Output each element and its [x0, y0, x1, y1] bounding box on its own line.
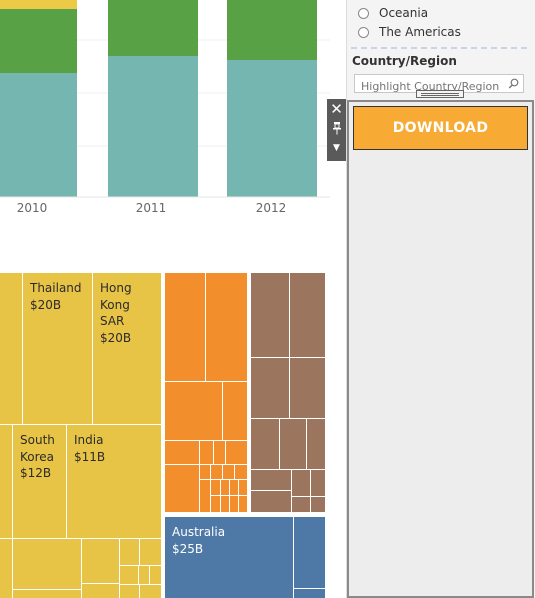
treemap-cell[interactable]: [139, 538, 162, 566]
search-input[interactable]: [355, 78, 511, 95]
x-tick-2012: 2012: [255, 201, 287, 215]
treemap-cell[interactable]: [291, 469, 311, 497]
x-tick-2011: 2011: [135, 201, 167, 215]
treemap-cell[interactable]: [238, 479, 248, 496]
label-name: Thailand: [30, 281, 82, 295]
label-value: $20B: [100, 330, 132, 345]
dashboard-viz: 2010 2011 2012 Thailand $20B Hong Kong S…: [0, 0, 330, 598]
treemap-cell[interactable]: [164, 440, 200, 465]
treemap-label-thailand: Thailand $20B: [30, 280, 82, 313]
treemap-cell[interactable]: [293, 516, 326, 589]
treemap-label-australia: Australia $25B: [172, 524, 225, 557]
bar-2010-yellow-segment[interactable]: [0, 0, 77, 9]
label-name: SAR: [100, 314, 125, 328]
highlight-search-box[interactable]: [354, 74, 524, 95]
label-name: Kong: [100, 297, 130, 312]
treemap-cell[interactable]: [250, 357, 290, 419]
treemap-cell[interactable]: [238, 495, 248, 513]
label-value: $25B: [172, 541, 204, 556]
radio-label: The Americas: [379, 25, 461, 39]
search-icon: [508, 78, 519, 89]
treemap-cell[interactable]: [310, 496, 326, 513]
treemap-cell[interactable]: [149, 565, 162, 585]
close-icon[interactable]: ✕: [330, 100, 343, 118]
label-value: $20B: [30, 297, 62, 312]
filter-panel: Oceania The Americas Country/Region DOWN…: [346, 0, 535, 598]
treemap-cell[interactable]: [205, 272, 248, 382]
treemap-cell[interactable]: [310, 469, 326, 497]
treemap-cell[interactable]: [199, 440, 214, 465]
radio-button[interactable]: [358, 26, 369, 38]
treemap-label-southkorea: South Korea $12B: [20, 432, 55, 482]
treemap-cell[interactable]: [225, 440, 248, 465]
region-option-americas[interactable]: The Americas: [358, 25, 461, 39]
treemap-cell[interactable]: [293, 588, 326, 598]
treemap-cell[interactable]: [81, 583, 120, 598]
label-value: $11B: [74, 449, 106, 464]
treemap-cell[interactable]: [279, 418, 307, 470]
treemap-cell[interactable]: [250, 418, 280, 470]
bar-2011-teal-segment[interactable]: [108, 56, 198, 197]
treemap-cell[interactable]: [234, 464, 248, 480]
treemap-cell-hongkong[interactable]: [92, 272, 162, 425]
treemap-cell[interactable]: [164, 464, 200, 513]
treemap-cell[interactable]: [12, 589, 82, 598]
bar-2011-green-segment[interactable]: [108, 0, 198, 56]
treemap-cell[interactable]: [289, 357, 326, 419]
treemap-cell[interactable]: [119, 584, 140, 598]
treemap-cell[interactable]: [81, 538, 120, 584]
label-name: Australia: [172, 525, 226, 539]
treemap-cell-thailand[interactable]: [22, 272, 93, 425]
treemap-cell[interactable]: [291, 496, 311, 513]
bar-2010-teal-segment[interactable]: [0, 73, 77, 197]
region-option-oceania[interactable]: Oceania: [358, 6, 428, 20]
treemap-cell[interactable]: [119, 565, 139, 585]
bar-2012-green-segment[interactable]: [227, 0, 317, 60]
radio-label: Oceania: [379, 6, 429, 20]
treemap-cell[interactable]: [0, 272, 23, 425]
pin-glyph: [332, 122, 341, 135]
label-value: $12B: [20, 466, 52, 480]
drag-handle[interactable]: [416, 90, 464, 98]
label-name: India: [74, 433, 104, 447]
bar-2010-green-segment[interactable]: [0, 9, 77, 73]
treemap-cell[interactable]: [119, 538, 140, 566]
treemap-cell[interactable]: [250, 490, 292, 513]
treemap-cell[interactable]: [164, 381, 223, 441]
download-container: DOWNLOAD: [347, 90, 534, 598]
treemap-cell[interactable]: [139, 584, 162, 598]
treemap-cell[interactable]: [250, 272, 290, 358]
label-name: Korea: [20, 449, 55, 464]
bar-2012-teal-segment[interactable]: [227, 60, 317, 197]
stacked-bar-chart: [0, 0, 330, 198]
treemap-label-india: India $11B: [74, 432, 105, 465]
pin-icon[interactable]: [327, 121, 346, 138]
treemap-cell[interactable]: [250, 469, 292, 491]
treemap-label-hongkong: Hong Kong SAR $20B: [100, 280, 132, 346]
treemap-cell[interactable]: [164, 272, 206, 382]
treemap-cell[interactable]: [289, 272, 326, 358]
object-toolbar: ✕ ▼: [327, 99, 346, 161]
radio-button[interactable]: [358, 7, 369, 19]
treemap-cell-australia[interactable]: [164, 516, 294, 598]
more-options-icon[interactable]: ▼: [333, 143, 340, 153]
treemap-cell[interactable]: [222, 381, 248, 441]
section-divider: [351, 47, 527, 49]
drag-grip: [421, 93, 459, 96]
download-button[interactable]: DOWNLOAD: [353, 106, 528, 150]
country-filter-title: Country/Region: [352, 54, 457, 68]
x-tick-2010: 2010: [16, 201, 48, 215]
label-name: Hong: [100, 281, 132, 295]
treemap-cell[interactable]: [12, 538, 82, 590]
label-name: South: [20, 433, 55, 447]
treemap-cell[interactable]: [306, 418, 326, 470]
treemap-cell-india[interactable]: [66, 424, 162, 539]
